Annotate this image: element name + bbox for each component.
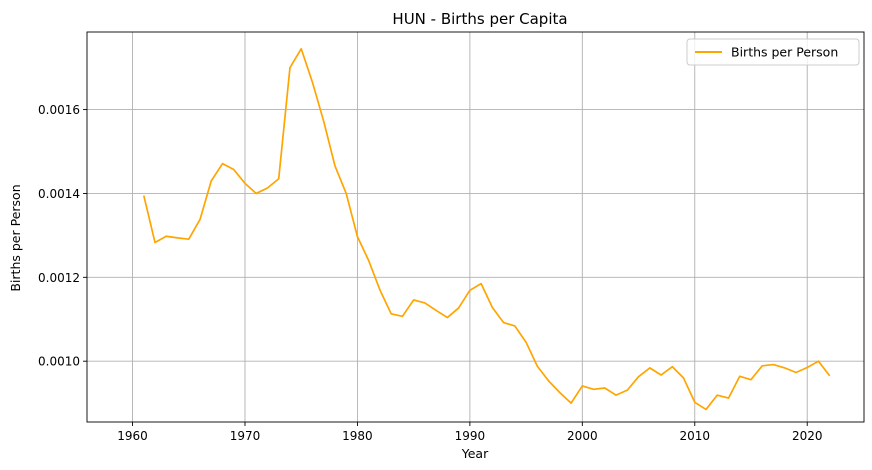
chart-title: HUN - Births per Capita <box>392 10 567 28</box>
x-tick-label: 1990 <box>455 429 486 443</box>
y-tick-label: 0.0014 <box>38 187 80 201</box>
grid <box>87 32 864 422</box>
legend: Births per Person <box>686 38 860 66</box>
y-tick-label: 0.0010 <box>38 355 80 369</box>
series-layer <box>142 47 831 411</box>
legend-label: Births per Person <box>731 45 838 60</box>
y-tick-label: 0.0012 <box>38 271 80 285</box>
legend-box <box>686 38 860 66</box>
y-axis: 0.0010 0.0012 0.0014 0.0016 <box>38 103 87 369</box>
y-axis-label: Births per Person <box>8 184 23 291</box>
series-line <box>142 47 831 411</box>
x-tick-label: 1960 <box>117 429 148 443</box>
plot-frame <box>86 31 865 423</box>
x-axis-label: Year <box>461 446 489 461</box>
x-tick-label: 2020 <box>792 429 823 443</box>
x-tick-label: 2000 <box>567 429 598 443</box>
x-tick-label: 1970 <box>230 429 261 443</box>
x-tick-label: 1980 <box>342 429 373 443</box>
x-axis: 1960 1970 1980 1990 2000 2010 2020 <box>117 422 822 443</box>
y-tick-label: 0.0016 <box>38 103 80 117</box>
x-tick-label: 2010 <box>679 429 710 443</box>
